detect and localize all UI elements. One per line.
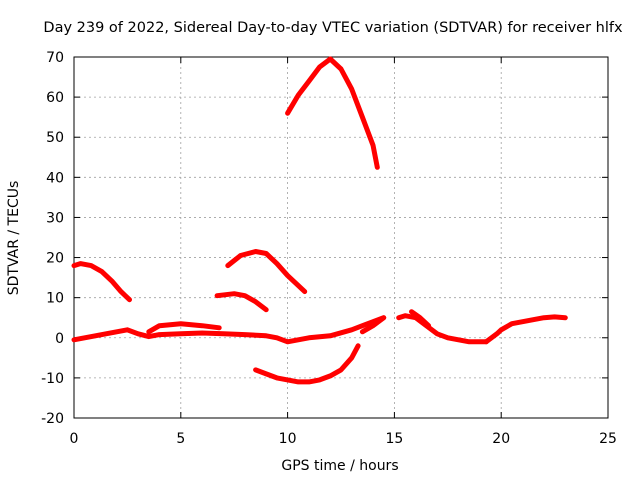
series-seg10 <box>409 309 432 329</box>
series-group <box>71 56 568 385</box>
y-tick-label: 10 <box>46 291 64 307</box>
x-tick-label: 20 <box>492 431 510 447</box>
x-tick-label: 5 <box>176 431 185 447</box>
y-tick-label: 40 <box>46 170 64 186</box>
series-seg9 <box>396 313 489 345</box>
series-seg3 <box>146 321 222 335</box>
y-tick-label: 30 <box>46 210 64 226</box>
series-seg1 <box>71 261 132 303</box>
y-tick-label: 60 <box>46 90 64 106</box>
y-tick-label: -20 <box>41 411 64 427</box>
series-seg2 <box>71 315 387 345</box>
series-seg5 <box>225 249 308 295</box>
plot-frame <box>73 56 609 419</box>
series-seg11 <box>483 314 568 345</box>
y-axis-label: SDTVAR / TECUs <box>6 181 22 296</box>
y-tick-label: 70 <box>46 50 64 66</box>
x-tick-label: 15 <box>385 431 403 447</box>
chart-title: Day 239 of 2022, Sidereal Day-to-day VTE… <box>43 20 623 36</box>
x-tick-label: 25 <box>599 431 617 447</box>
series-seg8 <box>359 315 387 335</box>
x-tick-label: 0 <box>70 431 79 447</box>
y-tick-label: 0 <box>55 331 64 347</box>
axis-ticks: 0 5 10 15 20 25 -20 -10 0 10 20 30 40 50 60 70 <box>41 50 617 447</box>
series-seg7 <box>285 56 380 170</box>
x-axis-label: GPS time / hours <box>281 458 398 474</box>
y-tick-label: -10 <box>41 371 64 387</box>
grid <box>74 57 608 418</box>
y-tick-label: 20 <box>46 251 64 267</box>
x-tick-label: 10 <box>279 431 297 447</box>
y-tick-label: 50 <box>46 130 64 146</box>
series-seg4 <box>214 291 269 313</box>
series-seg6 <box>253 343 361 385</box>
